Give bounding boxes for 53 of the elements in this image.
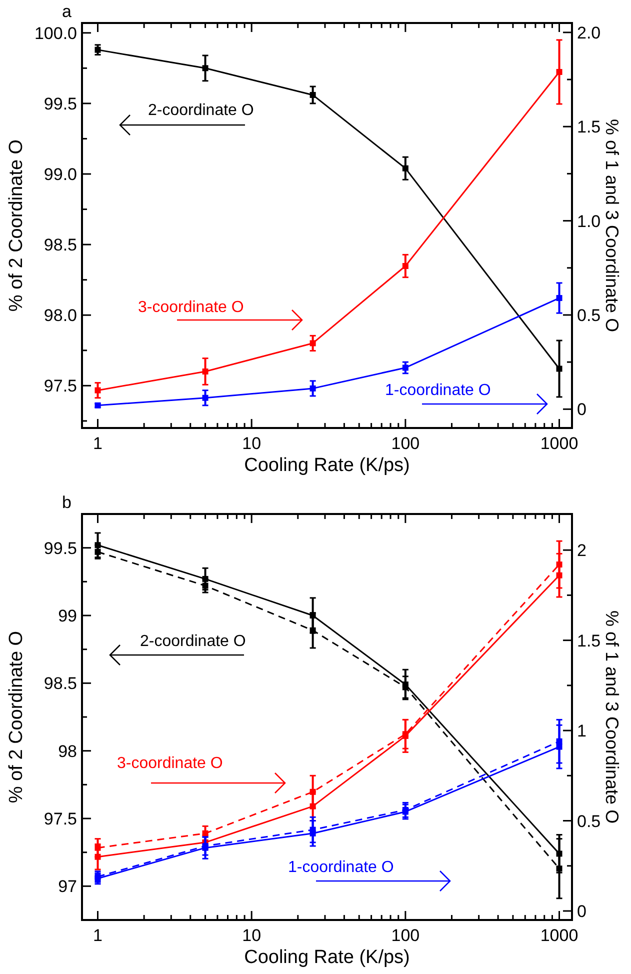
y2-tick-label: 0	[577, 902, 586, 921]
y2-axis-title: % of 1 and 3 Coordinate O	[602, 118, 622, 332]
y-tick-label: 98.0	[44, 306, 77, 326]
series-label: 2-coordinate O	[148, 102, 254, 119]
text: 2-coordinate O	[140, 633, 246, 650]
y-tick-label: 97.5	[44, 376, 77, 396]
y2-tick-label: 0	[577, 400, 586, 420]
point	[202, 65, 208, 72]
y-tick-label: 97.5	[44, 810, 77, 828]
y-tick-label: 99	[58, 606, 77, 626]
y2-tick-label: 2	[577, 541, 586, 560]
point	[94, 548, 101, 555]
x-tick-label: 1	[93, 434, 102, 453]
y-tick-label: 97	[58, 877, 77, 896]
y-tick-label: 99.5	[44, 94, 77, 114]
y-tick-label: 99.0	[44, 164, 77, 184]
y2-axis-title: % of 1 and 3 Coordinate O	[602, 610, 622, 824]
y-axis-title: % of 2 Coordinate O	[6, 630, 27, 804]
y2-tick-label: 0.5	[577, 812, 601, 831]
point	[202, 368, 208, 374]
x-tick-label: 10	[242, 434, 262, 453]
text: 3-coordinate O	[138, 299, 244, 316]
chart-title: a	[62, 2, 72, 21]
x-tick-label: 1000	[540, 926, 578, 945]
x-tick-label: 100	[391, 926, 420, 945]
x-tick-label: 1000	[540, 434, 578, 453]
point	[94, 387, 101, 394]
y2-tick-label: 1.5	[577, 118, 601, 137]
y2-tick-label: 1	[577, 722, 586, 741]
x-tick-label: 10	[242, 926, 262, 945]
x-axis-title: Cooling Rate (K/ps)	[244, 947, 410, 968]
y2-tick-label: 0.5	[577, 306, 601, 325]
series-label: 1-coordinate O	[385, 382, 491, 399]
point	[202, 394, 208, 401]
point	[310, 385, 316, 392]
chart-title: b	[62, 493, 72, 512]
point	[310, 92, 316, 98]
point	[310, 826, 316, 833]
y2-tick-label: 1.0	[577, 212, 601, 231]
y-tick-label: 98.5	[44, 674, 77, 694]
y2-tick-label: 2.0	[577, 23, 601, 42]
point	[310, 340, 316, 346]
y2-tick-label: 1.5	[577, 631, 601, 650]
x-tick-label: 1	[93, 926, 102, 945]
y-tick-label: 100.0	[34, 24, 77, 43]
x-axis-title: Cooling Rate (K/ps)	[244, 455, 410, 476]
x-tick-label: 100	[391, 434, 420, 453]
y-tick-label: 98.5	[44, 236, 77, 255]
text: 3-coordinate O	[117, 755, 223, 772]
y-tick-label: 99.5	[44, 538, 77, 558]
series-label: 1-coordinate O	[288, 859, 394, 876]
y-axis-title: % of 2 Coordinate O	[6, 139, 27, 312]
y-tick-label: 98	[58, 742, 77, 761]
